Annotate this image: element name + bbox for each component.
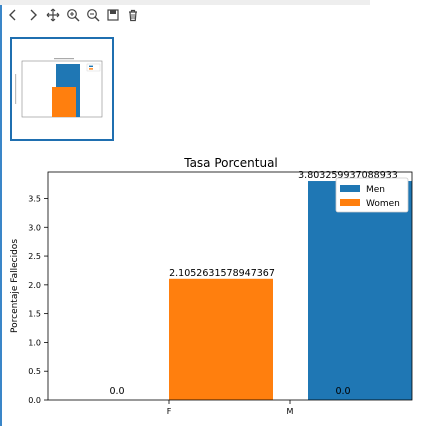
legend-swatch-men	[340, 185, 360, 192]
zoom-out-icon	[87, 9, 100, 22]
output-cell-rail	[0, 0, 2, 426]
zoom-in-button[interactable]	[64, 6, 82, 24]
figure-toolbar	[4, 6, 142, 24]
y-tick-label: 0.0	[28, 396, 41, 405]
delete-icon	[129, 9, 137, 22]
data-label: 0.0	[109, 386, 124, 397]
thumbnail-preview	[15, 58, 103, 118]
pan-button[interactable]	[44, 6, 62, 24]
y-tick-label: 1.5	[28, 310, 41, 319]
pan-icon	[46, 8, 60, 22]
chart-title: Tasa Porcentual	[183, 156, 278, 170]
bar-chart: Tasa Porcentual Porcentaje Fallecidos 0.…	[0, 150, 440, 426]
zoom-out-button[interactable]	[84, 6, 102, 24]
legend-label-women: Women	[366, 199, 400, 209]
y-tick-label: 3.0	[28, 223, 41, 232]
plot-area: 0.0 0.5 1.0 1.5 2.0 2.5 3.0 3.5 0.0 3.80325993708…	[28, 170, 413, 416]
x-tick-label: M	[287, 407, 294, 416]
back-icon	[9, 9, 16, 21]
figure-thumbnail[interactable]	[10, 37, 114, 141]
forward-button[interactable]	[24, 6, 42, 24]
back-button[interactable]	[4, 6, 22, 24]
delete-button[interactable]	[124, 6, 142, 24]
bar-women-f	[169, 278, 273, 400]
y-tick-label: 2.0	[28, 281, 41, 290]
y-axis-label: Porcentaje Fallecidos	[10, 239, 20, 333]
y-tick-label: 3.5	[28, 194, 41, 203]
save-icon	[107, 9, 119, 21]
legend-swatch-women	[340, 199, 360, 206]
save-button[interactable]	[104, 6, 122, 24]
zoom-in-icon	[67, 9, 80, 22]
scroll-strip	[0, 0, 370, 5]
y-tick-label: 1.0	[28, 338, 41, 347]
plot-frame	[47, 171, 413, 401]
bar-men-m	[308, 181, 412, 400]
y-tick-label: 0.5	[28, 367, 41, 376]
forward-icon	[30, 9, 37, 21]
data-label: 0.0	[335, 386, 350, 397]
legend-label-men: Men	[366, 185, 385, 195]
x-tick-label: F	[167, 407, 172, 416]
y-tick-label: 2.5	[28, 252, 41, 261]
data-label: 3.803259937088933	[298, 170, 398, 181]
chart-canvas: Tasa Porcentual Porcentaje Fallecidos 0.…	[10, 156, 413, 416]
data-label: 2.1052631578947367	[169, 268, 275, 279]
